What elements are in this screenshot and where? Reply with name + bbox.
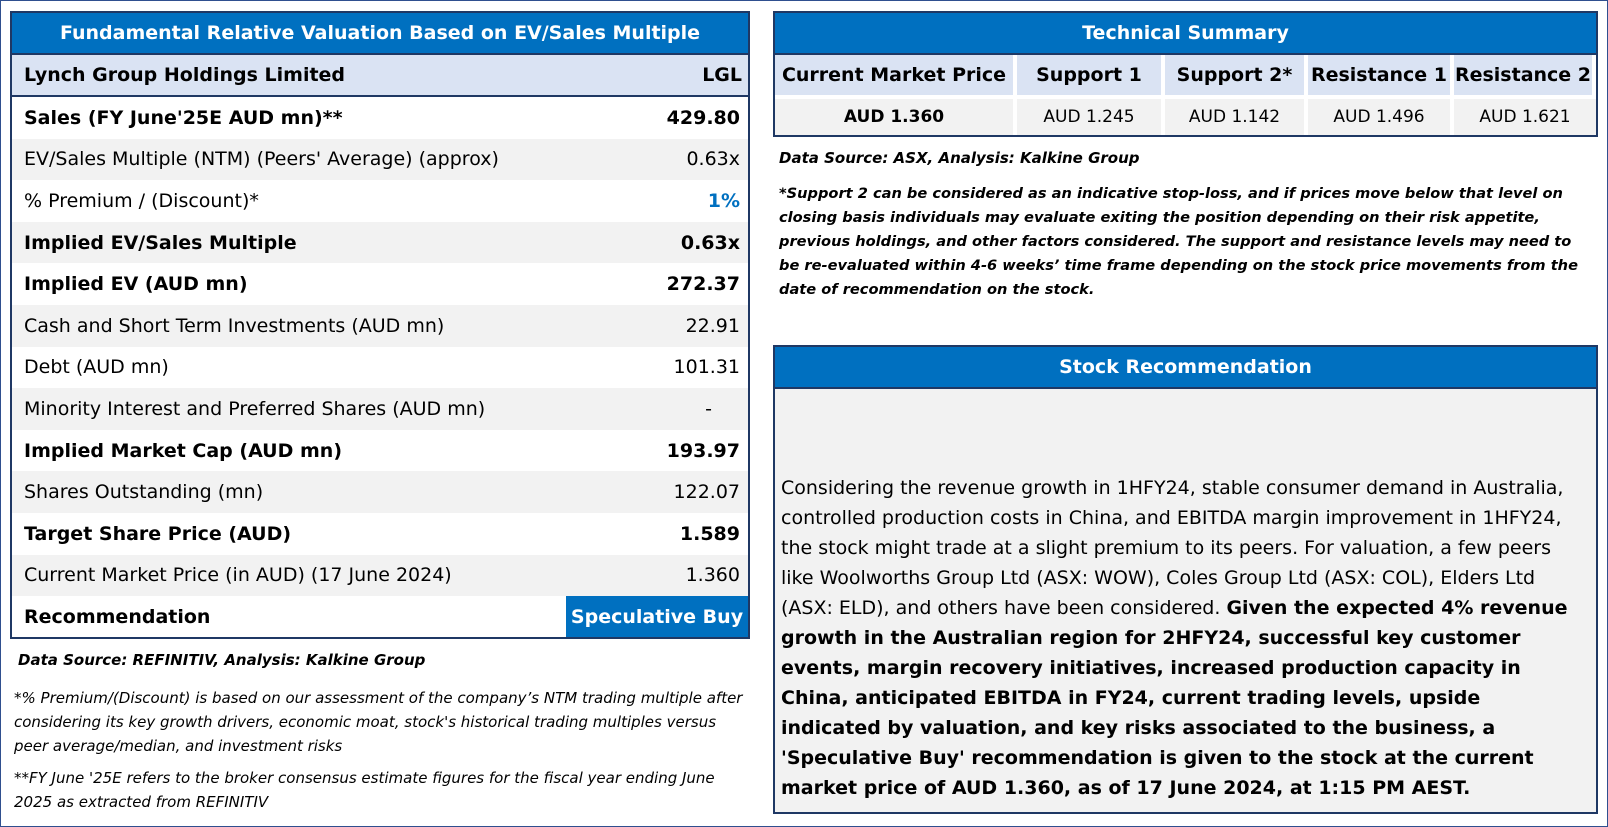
value-support-1: AUD 1.245 (1017, 95, 1165, 135)
table-row: Minority Interest and Preferred Shares (… (12, 388, 748, 430)
header-support-1: Support 1 (1017, 55, 1165, 95)
table-row: Target Share Price (AUD) 1.589 (12, 513, 748, 555)
row-label: Current Market Price (in AUD) (17 June 2… (24, 564, 452, 587)
row-value: 272.37 (666, 273, 740, 296)
technical-source: Data Source: ASX, Analysis: Kalkine Grou… (779, 149, 1140, 167)
row-label: Implied EV/Sales Multiple (24, 231, 297, 254)
technical-grid: Current Market Price Support 1 Support 2… (775, 55, 1596, 135)
table-row: EV/Sales Multiple (NTM) (Peers' Average)… (12, 138, 748, 181)
row-label: Implied EV (AUD mn) (24, 273, 248, 296)
header-current-price: Current Market Price (775, 55, 1017, 95)
value-resistance-1: AUD 1.496 (1308, 95, 1454, 135)
valuation-source: Data Source: REFINITIV, Analysis: Kalkin… (18, 651, 426, 669)
row-value: 193.97 (666, 439, 740, 462)
recommendation-text-bold: Given the expected 4% revenue growth in … (781, 597, 1568, 799)
row-value: - (705, 397, 712, 420)
technical-title: Technical Summary (775, 13, 1596, 55)
row-label: Minority Interest and Preferred Shares (… (24, 397, 486, 420)
technical-note: *Support 2 can be considered as an indic… (779, 185, 1578, 298)
valuation-table: Fundamental Relative Valuation Based on … (10, 11, 750, 640)
valuation-footnote-fy: **FY June '25E refers to the broker cons… (14, 769, 715, 811)
table-row: Debt (AUD mn) 101.31 (12, 347, 748, 389)
row-value: 101.31 (673, 356, 740, 379)
table-row: Shares Outstanding (mn) 122.07 (12, 471, 748, 513)
table-row: Implied EV (AUD mn) 272.37 (12, 263, 748, 305)
recommendation-text: Considering the revenue growth in 1HFY24… (781, 473, 1586, 803)
value-support-2: AUD 1.142 (1165, 95, 1308, 135)
row-label: Implied Market Cap (AUD mn) (24, 439, 343, 462)
technical-summary-table: Technical Summary Current Market Price S… (773, 11, 1598, 137)
table-row: Implied EV/Sales Multiple 0.63x (12, 221, 748, 264)
row-label: Shares Outstanding (mn) (24, 481, 264, 504)
ticker: LGL (702, 64, 742, 86)
row-value: 1.589 (679, 522, 740, 545)
row-value: 122.07 (673, 481, 740, 504)
row-label: % Premium / (Discount)* (24, 189, 259, 212)
row-value: 1.360 (685, 564, 740, 587)
header-resistance-1: Resistance 1 (1308, 55, 1454, 95)
recommendation-title: Stock Recommendation (775, 347, 1596, 389)
row-label: Target Share Price (AUD) (24, 522, 292, 545)
row-value: 429.80 (666, 106, 740, 129)
table-row: Implied Market Cap (AUD mn) 193.97 (12, 430, 748, 472)
recommendation-label: Recommendation (24, 605, 211, 628)
table-row: % Premium / (Discount)* 1% (12, 180, 748, 222)
table-row: Current Market Price (in AUD) (17 June 2… (12, 554, 748, 597)
header-resistance-2: Resistance 2 (1454, 55, 1596, 95)
recommendation-text-normal: Considering the revenue growth in 1HFY24… (781, 477, 1564, 619)
header-support-2: Support 2* (1165, 55, 1308, 95)
row-value: 22.91 (685, 314, 740, 337)
recommendation-badge: Speculative Buy (566, 596, 748, 638)
row-value: 0.63x (680, 231, 740, 254)
value-resistance-2: AUD 1.621 (1454, 95, 1596, 135)
table-row: Cash and Short Term Investments (AUD mn)… (12, 304, 748, 347)
valuation-footnote-premium: *% Premium/(Discount) is based on our as… (14, 689, 743, 755)
stock-recommendation-box: Stock Recommendation Considering the rev… (773, 345, 1598, 814)
row-label: Debt (AUD mn) (24, 356, 169, 379)
row-value: 1% (707, 189, 740, 212)
recommendation-row: Recommendation Speculative Buy (12, 596, 748, 638)
row-value: 0.63x (686, 148, 740, 171)
row-label: Sales (FY June'25E AUD mn)** (24, 106, 343, 129)
company-name: Lynch Group Holdings Limited (24, 64, 346, 86)
row-label: Cash and Short Term Investments (AUD mn) (24, 314, 445, 337)
company-row: Lynch Group Holdings Limited LGL (12, 55, 748, 97)
valuation-title: Fundamental Relative Valuation Based on … (12, 13, 748, 55)
table-row: Sales (FY June'25E AUD mn)** 429.80 (12, 97, 748, 139)
value-current-price: AUD 1.360 (775, 95, 1017, 135)
row-label: EV/Sales Multiple (NTM) (Peers' Average)… (24, 148, 499, 171)
